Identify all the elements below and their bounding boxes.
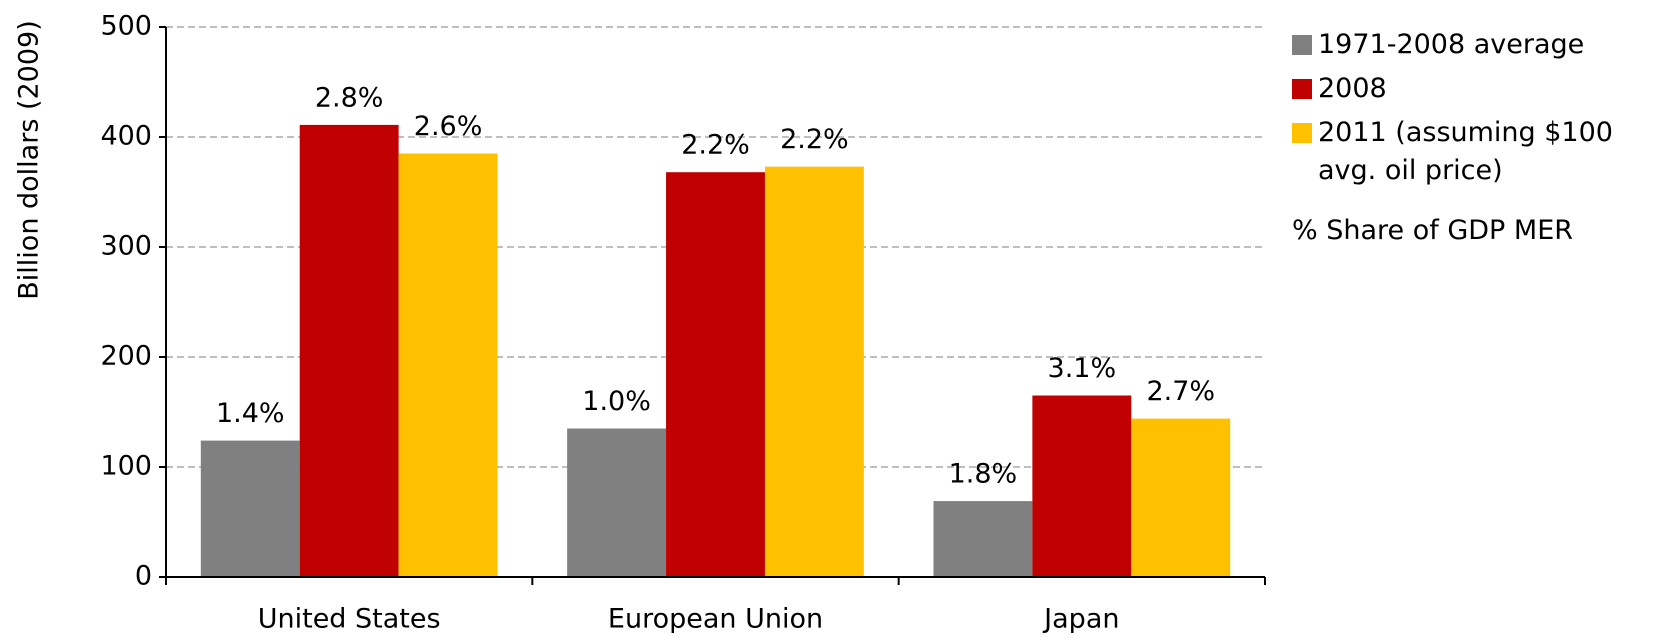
bar [666,172,765,577]
legend-note: % Share of GDP MER [1292,215,1574,246]
x-tick-label: Japan [1042,604,1119,635]
y-tick-label: 100 [100,451,152,482]
bar [1032,395,1132,577]
legend-label: 2011 (assuming $100 avg. oil price) [1318,117,1613,186]
y-axis-label: Billion dollars (2009) [14,20,45,299]
legend-swatch [1292,79,1312,99]
annotation: 3.1% [1048,353,1117,384]
annotation: 1.0% [582,386,651,417]
annotation: 2.2% [780,124,849,155]
y-tick-label: 400 [100,121,152,152]
legend-item: 1971-2008 average [1292,26,1658,64]
bar [1131,418,1231,577]
bar [933,501,1033,577]
legend-label: 2008 [1318,73,1387,104]
bar [398,153,498,577]
annotation: 1.8% [949,459,1018,490]
legend-label: 1971-2008 average [1318,29,1585,60]
legend-swatch [1292,123,1312,143]
annotation: 2.7% [1146,376,1215,407]
y-tick-label: 200 [100,341,152,372]
bar [200,440,300,577]
legend-item: 2008 [1292,70,1658,108]
x-tick-label: United States [258,604,441,635]
y-tick-label: 0 [135,561,152,592]
y-tick-label: 300 [100,231,152,262]
bar [567,428,667,577]
annotation: 2.6% [414,111,483,142]
annotation: 2.8% [315,82,384,113]
x-tick-label: European Union [608,604,823,635]
bar [299,124,399,578]
legend: 1971-2008 average 2008 2011 (assuming $100… [1292,26,1658,250]
legend-item: 2011 (assuming $100 avg. oil price) [1292,114,1658,190]
bar [764,166,864,577]
annotation: 1.4% [216,398,285,429]
annotation: 2.2% [681,130,750,161]
legend-swatch [1292,35,1312,55]
y-tick-label: 500 [100,11,152,42]
